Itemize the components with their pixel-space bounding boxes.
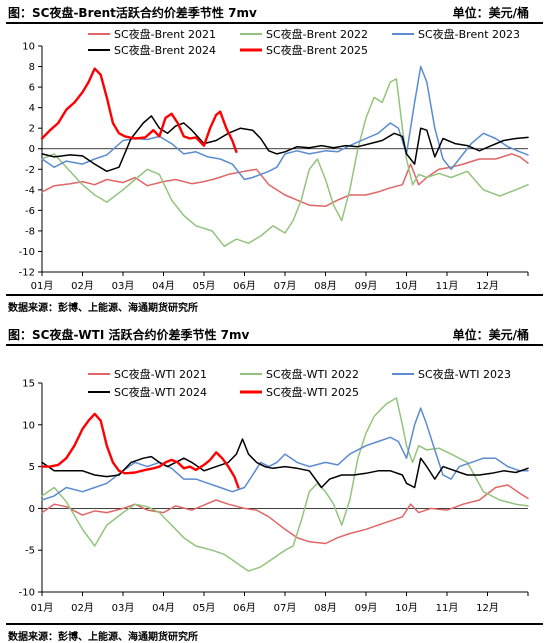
x-tick-label: 10月 bbox=[395, 602, 418, 614]
x-tick-label: 01月 bbox=[31, 602, 54, 614]
y-tick-label: 5 bbox=[29, 462, 35, 473]
x-tick-label: 03月 bbox=[112, 280, 135, 292]
chart-source: 数据来源：彭博、上能源、海通期货研究所 bbox=[8, 632, 198, 643]
legend-label: SC夜盘-Brent 2022 bbox=[266, 27, 368, 41]
legend-label: SC夜盘-Brent 2021 bbox=[114, 27, 216, 41]
legend-label: SC夜盘-Brent 2025 bbox=[266, 43, 368, 57]
chart-panel-brent: 图：SC夜盘-Brent活跃合约价差季节性 7mv 单位：美元/桶 10 8 6 4 2… bbox=[0, 0, 549, 316]
chart-title: 图：SC夜盘-Brent活跃合约价差季节性 7mv bbox=[8, 6, 257, 20]
x-tick-label: 11月 bbox=[436, 602, 459, 614]
y-tick-label: 15 bbox=[22, 379, 35, 390]
series-line bbox=[41, 65, 529, 181]
legend-label: SC夜盘-WTI 2022 bbox=[266, 367, 359, 381]
series-line bbox=[41, 407, 529, 501]
series-line bbox=[40, 67, 238, 153]
header-rule bbox=[6, 344, 543, 346]
wti-spread-chart: 15 10 5 0 -5 -10 01月 02月 03月 04月 05月 06月 07月 08月 09月 10… bbox=[19, 367, 529, 614]
x-tick-label: 10月 bbox=[395, 280, 418, 292]
x-tick-label: 02月 bbox=[71, 602, 94, 614]
series-line bbox=[41, 438, 529, 489]
x-tick-label: 04月 bbox=[152, 280, 175, 292]
y-tick-label: 6 bbox=[29, 83, 35, 94]
series-line bbox=[40, 412, 240, 489]
y-tick-label: 4 bbox=[29, 103, 35, 114]
y-tick-label: 8 bbox=[29, 62, 35, 73]
x-tick-label: 03月 bbox=[112, 602, 135, 614]
x-tick-label: 09月 bbox=[355, 280, 378, 292]
series-line bbox=[41, 115, 529, 173]
legend-label: SC夜盘-WTI 2024 bbox=[114, 385, 207, 399]
header-rule bbox=[6, 22, 543, 24]
footer-rule bbox=[6, 623, 543, 625]
chart-unit: 单位：美元/桶 bbox=[452, 6, 529, 20]
chart-panel-wti: 图：SC夜盘-WTI 活跃合约价差季节性 7mv 单位：美元/桶 15 10 5 0 -… bbox=[0, 322, 549, 643]
series-line bbox=[41, 397, 529, 572]
series-line bbox=[41, 484, 529, 545]
x-tick-label: 07月 bbox=[274, 602, 297, 614]
y-tick-label: 0 bbox=[29, 144, 35, 155]
y-tick-label: -8 bbox=[25, 226, 35, 237]
y-tick-label: 10 bbox=[22, 420, 35, 431]
x-tick-label: 12月 bbox=[476, 602, 499, 614]
y-tick-label: -4 bbox=[25, 185, 35, 196]
footer-rule bbox=[6, 294, 543, 296]
x-tick-label: 12月 bbox=[476, 280, 499, 292]
legend-label: SC夜盘-WTI 2021 bbox=[114, 367, 207, 381]
y-tick-label: 10 bbox=[22, 42, 35, 53]
x-tick-label: 11月 bbox=[436, 280, 459, 292]
series-line bbox=[41, 78, 529, 248]
chart-title: 图：SC夜盘-WTI 活跃合约价差季节性 7mv bbox=[8, 328, 250, 342]
chart-header: 图：SC夜盘-Brent活跃合约价差季节性 7mv 单位：美元/桶 bbox=[8, 4, 529, 22]
legend-label: SC夜盘-Brent 2023 bbox=[418, 27, 520, 41]
x-tick-label: 04月 bbox=[152, 602, 175, 614]
x-tick-label: 07月 bbox=[274, 280, 297, 292]
y-tick-label: -12 bbox=[19, 268, 35, 279]
legend-label: SC夜盘-WTI 2025 bbox=[266, 385, 359, 399]
y-tick-label: 2 bbox=[29, 124, 35, 135]
x-tick-label: 05月 bbox=[193, 280, 216, 292]
legend-label: SC夜盘-Brent 2024 bbox=[114, 43, 216, 57]
chart-unit: 单位：美元/桶 bbox=[452, 328, 529, 342]
x-tick-label: 08月 bbox=[314, 280, 337, 292]
x-tick-label: 02月 bbox=[71, 280, 94, 292]
y-tick-label: -10 bbox=[19, 588, 35, 599]
chart-header: 图：SC夜盘-WTI 活跃合约价差季节性 7mv 单位：美元/桶 bbox=[8, 326, 529, 344]
y-tick-label: -5 bbox=[25, 546, 35, 557]
series-line bbox=[41, 153, 529, 208]
y-tick-label: 0 bbox=[29, 504, 35, 515]
x-tick-label: 09月 bbox=[355, 602, 378, 614]
x-tick-label: 01月 bbox=[31, 280, 54, 292]
x-tick-label: 06月 bbox=[233, 280, 256, 292]
legend-label: SC夜盘-WTI 2023 bbox=[418, 367, 511, 381]
x-tick-label: 05月 bbox=[193, 602, 216, 614]
chart-source: 数据来源：彭博、上能源、海通期货研究所 bbox=[8, 303, 198, 314]
x-tick-label: 06月 bbox=[233, 602, 256, 614]
x-tick-label: 08月 bbox=[314, 602, 337, 614]
y-tick-label: -10 bbox=[19, 247, 35, 258]
y-tick-label: -2 bbox=[25, 165, 35, 176]
y-tick-label: -6 bbox=[25, 206, 35, 217]
